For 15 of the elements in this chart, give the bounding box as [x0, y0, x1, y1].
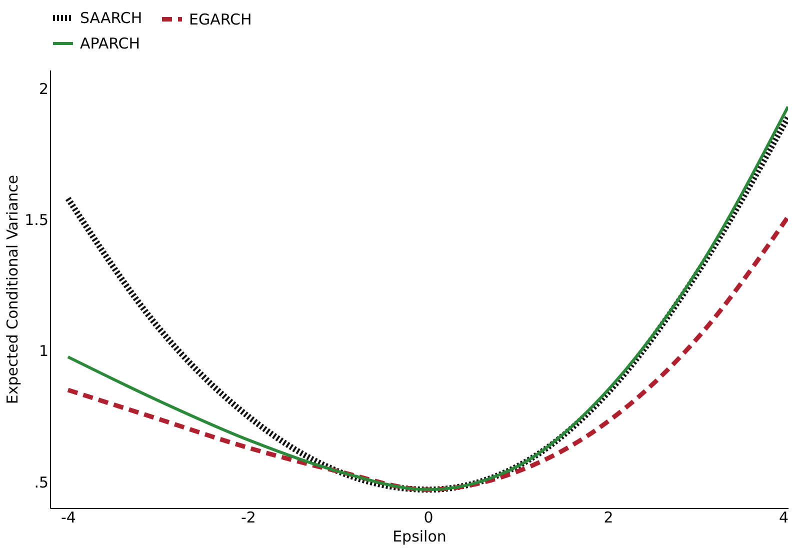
x-tick-label: 2	[604, 508, 614, 526]
legend-label: SAARCH	[80, 9, 142, 27]
legend-label: EGARCH	[189, 10, 252, 28]
y-tick-label: 2	[38, 80, 48, 98]
x-tick-label: -2	[241, 508, 256, 526]
line-series	[66, 214, 788, 492]
x-tick-label: 0	[424, 508, 434, 526]
y-tick-label: .5	[34, 473, 48, 492]
y-tick-label: 1.5	[24, 210, 48, 229]
y-tick-label: 1	[38, 342, 48, 360]
legend-label: APARCH	[80, 34, 140, 52]
x-axis-title: Epsilon	[392, 528, 446, 546]
x-tick-label: 4	[778, 508, 788, 526]
x-tick-label: -4	[61, 508, 76, 526]
y-axis-title: Expected Conditional Variance	[4, 174, 22, 404]
